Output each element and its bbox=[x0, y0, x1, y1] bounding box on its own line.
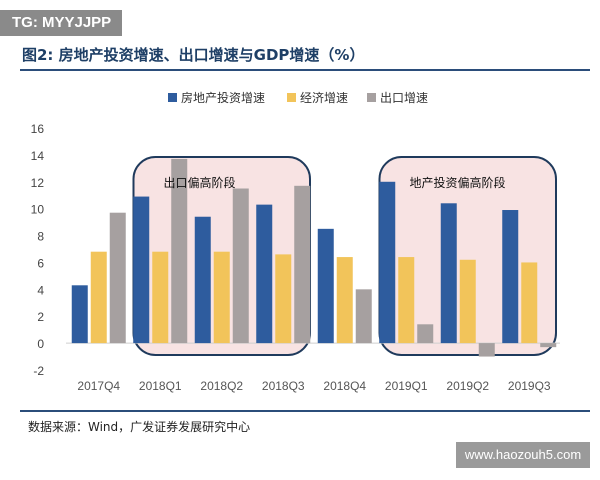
y-tick-label: 8 bbox=[37, 230, 44, 244]
title-divider bbox=[20, 69, 590, 71]
y-tick-label: 2 bbox=[37, 310, 44, 324]
bar-2-2019Q2 bbox=[459, 259, 476, 344]
y-tick-label: 0 bbox=[37, 337, 44, 351]
bar-2-2018Q4 bbox=[336, 257, 353, 344]
x-tick-label: 2017Q4 bbox=[77, 379, 120, 393]
y-tick-label: 6 bbox=[37, 256, 44, 270]
bar-2-2017Q4 bbox=[90, 251, 107, 344]
x-tick-label: 2018Q3 bbox=[262, 379, 305, 393]
annotation-label-1: 出口偏高阶段 bbox=[164, 175, 236, 190]
bar-2-2019Q3 bbox=[521, 262, 538, 344]
bar-1-2019Q3 bbox=[502, 210, 519, 344]
bar-1-2018Q2 bbox=[194, 216, 211, 344]
bar-3-2018Q2 bbox=[232, 188, 249, 344]
bar-1-2018Q1 bbox=[133, 196, 150, 344]
bar-1-2018Q4 bbox=[317, 228, 334, 344]
x-tick-label: 2019Q3 bbox=[508, 379, 551, 393]
bar-1-2019Q2 bbox=[440, 203, 457, 344]
y-tick-label: 10 bbox=[31, 203, 45, 217]
bar-2-2019Q1 bbox=[398, 257, 415, 344]
x-tick-label: 2019Q1 bbox=[385, 379, 428, 393]
bar-3-2017Q4 bbox=[109, 212, 126, 344]
bar-3-2019Q1 bbox=[417, 324, 434, 344]
bar-3-2018Q4 bbox=[355, 289, 372, 344]
chart-title: 图2: 房地产投资增速、出口增速与GDP增速（%） bbox=[22, 46, 365, 64]
x-tick-label: 2018Q2 bbox=[200, 379, 243, 393]
y-tick-label: 4 bbox=[37, 283, 44, 297]
legend-label-3: 出口增速 bbox=[380, 91, 428, 105]
bar-1-2017Q4 bbox=[71, 285, 88, 344]
bar-1-2018Q3 bbox=[256, 204, 273, 344]
y-tick-label: 14 bbox=[31, 149, 45, 163]
watermark-badge: www.haozouh5.com bbox=[456, 442, 590, 468]
x-tick-label: 2019Q2 bbox=[446, 379, 489, 393]
y-tick-label: 12 bbox=[31, 176, 45, 190]
bar-3-2019Q2 bbox=[478, 343, 495, 357]
bar-2-2018Q1 bbox=[152, 251, 169, 344]
y-tick-label: -2 bbox=[33, 364, 44, 378]
source-divider bbox=[20, 410, 590, 412]
legend-label-2: 经济增速 bbox=[300, 90, 348, 105]
bar-3-2019Q3 bbox=[540, 343, 557, 348]
bar-2-2018Q3 bbox=[275, 254, 292, 344]
bar-3-2018Q1 bbox=[171, 158, 188, 344]
bar-1-2019Q1 bbox=[379, 181, 396, 344]
tag-badge: TG: MYYJJPP bbox=[0, 10, 122, 36]
source-note: 数据来源：Wind，广发证券发展研究中心 bbox=[28, 420, 251, 434]
bar-3-2018Q3 bbox=[294, 185, 311, 344]
bar-2-2018Q2 bbox=[213, 251, 230, 344]
legend-swatch-3 bbox=[367, 93, 376, 102]
legend-label-1: 房地产投资增速 bbox=[181, 90, 265, 105]
y-tick-label: 16 bbox=[31, 122, 45, 136]
x-tick-label: 2018Q1 bbox=[139, 379, 182, 393]
legend-swatch-1 bbox=[168, 93, 177, 102]
annotation-label-2: 地产投资偏高阶段 bbox=[410, 175, 506, 190]
x-tick-label: 2018Q4 bbox=[323, 379, 366, 393]
legend-swatch-2 bbox=[287, 93, 296, 102]
